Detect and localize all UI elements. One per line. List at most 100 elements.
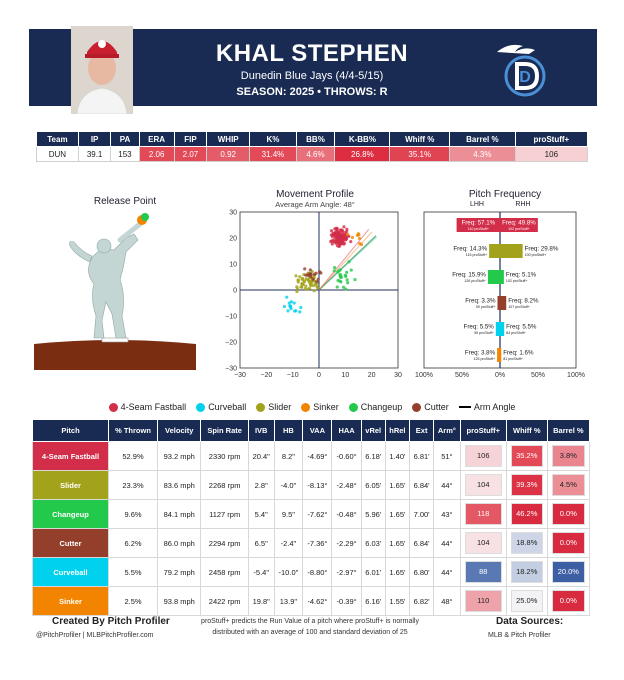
movement-point bbox=[345, 230, 349, 234]
movement-profile-chart: −30 −20 −10 0 10 20 30 30 20 10 0 −10 −20 −30 bbox=[225, 210, 402, 380]
pitch-metric-cell: 9.6% bbox=[107, 499, 159, 529]
frequency-sub-lhh: 126 proStuff+ bbox=[464, 279, 486, 283]
pitch-metrics-table: Pitch% Thrown Velocity Spin Rate IVB HB VAA HA… bbox=[32, 419, 591, 616]
pitch-metric-cell: 79.2 mph bbox=[157, 557, 202, 587]
legend-label: Curveball bbox=[208, 402, 247, 412]
movement-point bbox=[307, 286, 312, 290]
movement-point bbox=[308, 268, 312, 272]
pitch-metric-cell: -8.80° bbox=[302, 557, 333, 587]
movement-point bbox=[315, 280, 319, 284]
frequency-bar-rhh bbox=[500, 322, 505, 336]
legend-label: Cutter bbox=[424, 402, 449, 412]
pitch-name-cell: 4-Seam Fastball bbox=[32, 441, 109, 471]
pitch-table-header-4: IVB bbox=[247, 419, 275, 442]
pitch-name-cell: Cutter bbox=[32, 528, 109, 558]
pitch-whiff-cell: 39.3% bbox=[505, 470, 548, 500]
pitch-metric-cell: 1.65' bbox=[384, 528, 411, 558]
pitch-table-header-0: Pitch bbox=[32, 419, 109, 442]
pitch-metric-cell: 6.84' bbox=[409, 470, 435, 500]
pitch-barrel-cell: 3.8% bbox=[546, 441, 591, 471]
season-line: SEASON: 2025 • THROWS: R bbox=[236, 86, 388, 98]
movement-x-tick: −30 bbox=[234, 372, 246, 379]
pitch-metric-cell: 86.0 mph bbox=[157, 528, 202, 558]
movement-point bbox=[344, 287, 348, 291]
frequency-bar-lhh bbox=[487, 270, 500, 284]
movement-point bbox=[295, 285, 299, 289]
pitch-stuff-value: 104 bbox=[464, 474, 502, 496]
legend-line-icon bbox=[458, 406, 471, 408]
pitch-barrel-value: 3.8% bbox=[551, 445, 585, 467]
frequency-sub-lhh: 110 proStuff+ bbox=[468, 227, 489, 231]
movement-point bbox=[294, 274, 298, 278]
movement-point bbox=[335, 227, 339, 231]
movement-point bbox=[335, 229, 339, 233]
pitch-metric-cell: 6.03' bbox=[360, 528, 386, 558]
pitch-stuff-value: 88 bbox=[464, 561, 502, 583]
pitch-metric-cell: 83.6 mph bbox=[157, 470, 202, 500]
movement-point bbox=[314, 282, 318, 286]
pitch-metric-cell: 43° bbox=[433, 499, 461, 529]
pitch-table-row: Cutter 6.2% 86.0 mph 2294 rpm 6.5" -2.4" -7.36… bbox=[32, 528, 591, 558]
pitch-table-header-12: proStuff+ bbox=[459, 419, 507, 442]
frequency-lhh-label: LHH bbox=[469, 201, 484, 208]
pitch-name-cell: Slider bbox=[32, 470, 109, 500]
season-header-8: K-BB% bbox=[334, 131, 391, 147]
movement-point bbox=[359, 242, 364, 247]
pitch-table-header-13: Whiff % bbox=[505, 419, 548, 442]
movement-point bbox=[347, 260, 351, 264]
movement-point bbox=[340, 229, 345, 233]
pitch-metric-cell: 2.8" bbox=[247, 470, 275, 500]
movement-point bbox=[302, 280, 306, 284]
pitch-metric-cell: 44° bbox=[433, 528, 461, 558]
pitch-metric-cell: 19.8" bbox=[247, 586, 275, 616]
pitch-metric-cell: 6.80' bbox=[409, 557, 435, 587]
legend-dot-icon bbox=[348, 402, 358, 412]
legend-label: Slider bbox=[268, 402, 292, 412]
frequency-bar-lhh bbox=[497, 348, 500, 362]
frequency-sub-rhh: 81 proStuff+ bbox=[503, 357, 523, 361]
pitch-table-header-3: Spin Rate bbox=[200, 419, 249, 442]
pitch-table-row: Curveball 5.5% 79.2 mph 2458 rpm -5.4" -10.0"… bbox=[32, 557, 591, 587]
pitch-metric-cell: 13.9" bbox=[273, 586, 304, 616]
pitch-metric-cell: 44° bbox=[433, 557, 461, 587]
movement-point bbox=[282, 304, 286, 309]
season-header-1: IP bbox=[77, 131, 112, 147]
frequency-label-rhh: Freq: 1.6% bbox=[503, 350, 534, 357]
pitch-metric-cell: 6.01' bbox=[360, 557, 386, 587]
frequency-sub-lhh: 115 proStuff+ bbox=[466, 253, 487, 257]
pitch-whiff-value: 35.2% bbox=[510, 445, 543, 467]
pitch-name-cell: Curveball bbox=[32, 557, 109, 587]
movement-subtitle: Average Arm Angle: 48° bbox=[275, 200, 355, 209]
frequency-sub-lhh: 90 proStuff+ bbox=[476, 305, 496, 309]
legend-item: Curveball bbox=[196, 402, 246, 412]
pitch-whiff-cell: 46.2% bbox=[505, 499, 548, 529]
frequency-x-tick: 50% bbox=[531, 372, 545, 379]
pitch-metric-cell: -2.48° bbox=[331, 470, 362, 500]
pitch-barrel-cell: 4.5% bbox=[546, 470, 591, 500]
season-value-11: 106 bbox=[514, 146, 589, 162]
movement-point bbox=[342, 225, 346, 229]
pitch-metric-cell: -5.4" bbox=[247, 557, 275, 587]
movement-point bbox=[349, 240, 353, 244]
arm-angle-line bbox=[318, 236, 378, 291]
movement-point bbox=[306, 278, 310, 282]
movement-point bbox=[345, 227, 349, 231]
movement-point bbox=[337, 240, 341, 244]
movement-y-tick: −10 bbox=[225, 314, 237, 321]
pitch-stuff-value: 104 bbox=[464, 532, 502, 554]
season-header-7: BB% bbox=[295, 131, 336, 147]
pitch-metric-cell: 2268 rpm bbox=[200, 470, 249, 500]
pitch-stuff-value: 106 bbox=[464, 445, 502, 467]
pitch-whiff-cell: 35.2% bbox=[505, 441, 548, 471]
arm-angle-line bbox=[318, 235, 377, 291]
pitch-metric-cell: -0.39° bbox=[331, 586, 362, 616]
pitch-metric-cell: 5.4" bbox=[247, 499, 275, 529]
pitch-metric-cell: 23.3% bbox=[107, 470, 159, 500]
movement-point bbox=[336, 270, 340, 274]
legend-dot-icon bbox=[256, 402, 266, 412]
movement-y-tick: 10 bbox=[229, 262, 237, 269]
pitch-stuff-cell: 118 bbox=[459, 499, 507, 529]
movement-point bbox=[300, 282, 305, 287]
pitch-metric-cell: 2294 rpm bbox=[200, 528, 249, 558]
pitch-stuff-cell: 88 bbox=[459, 557, 507, 587]
